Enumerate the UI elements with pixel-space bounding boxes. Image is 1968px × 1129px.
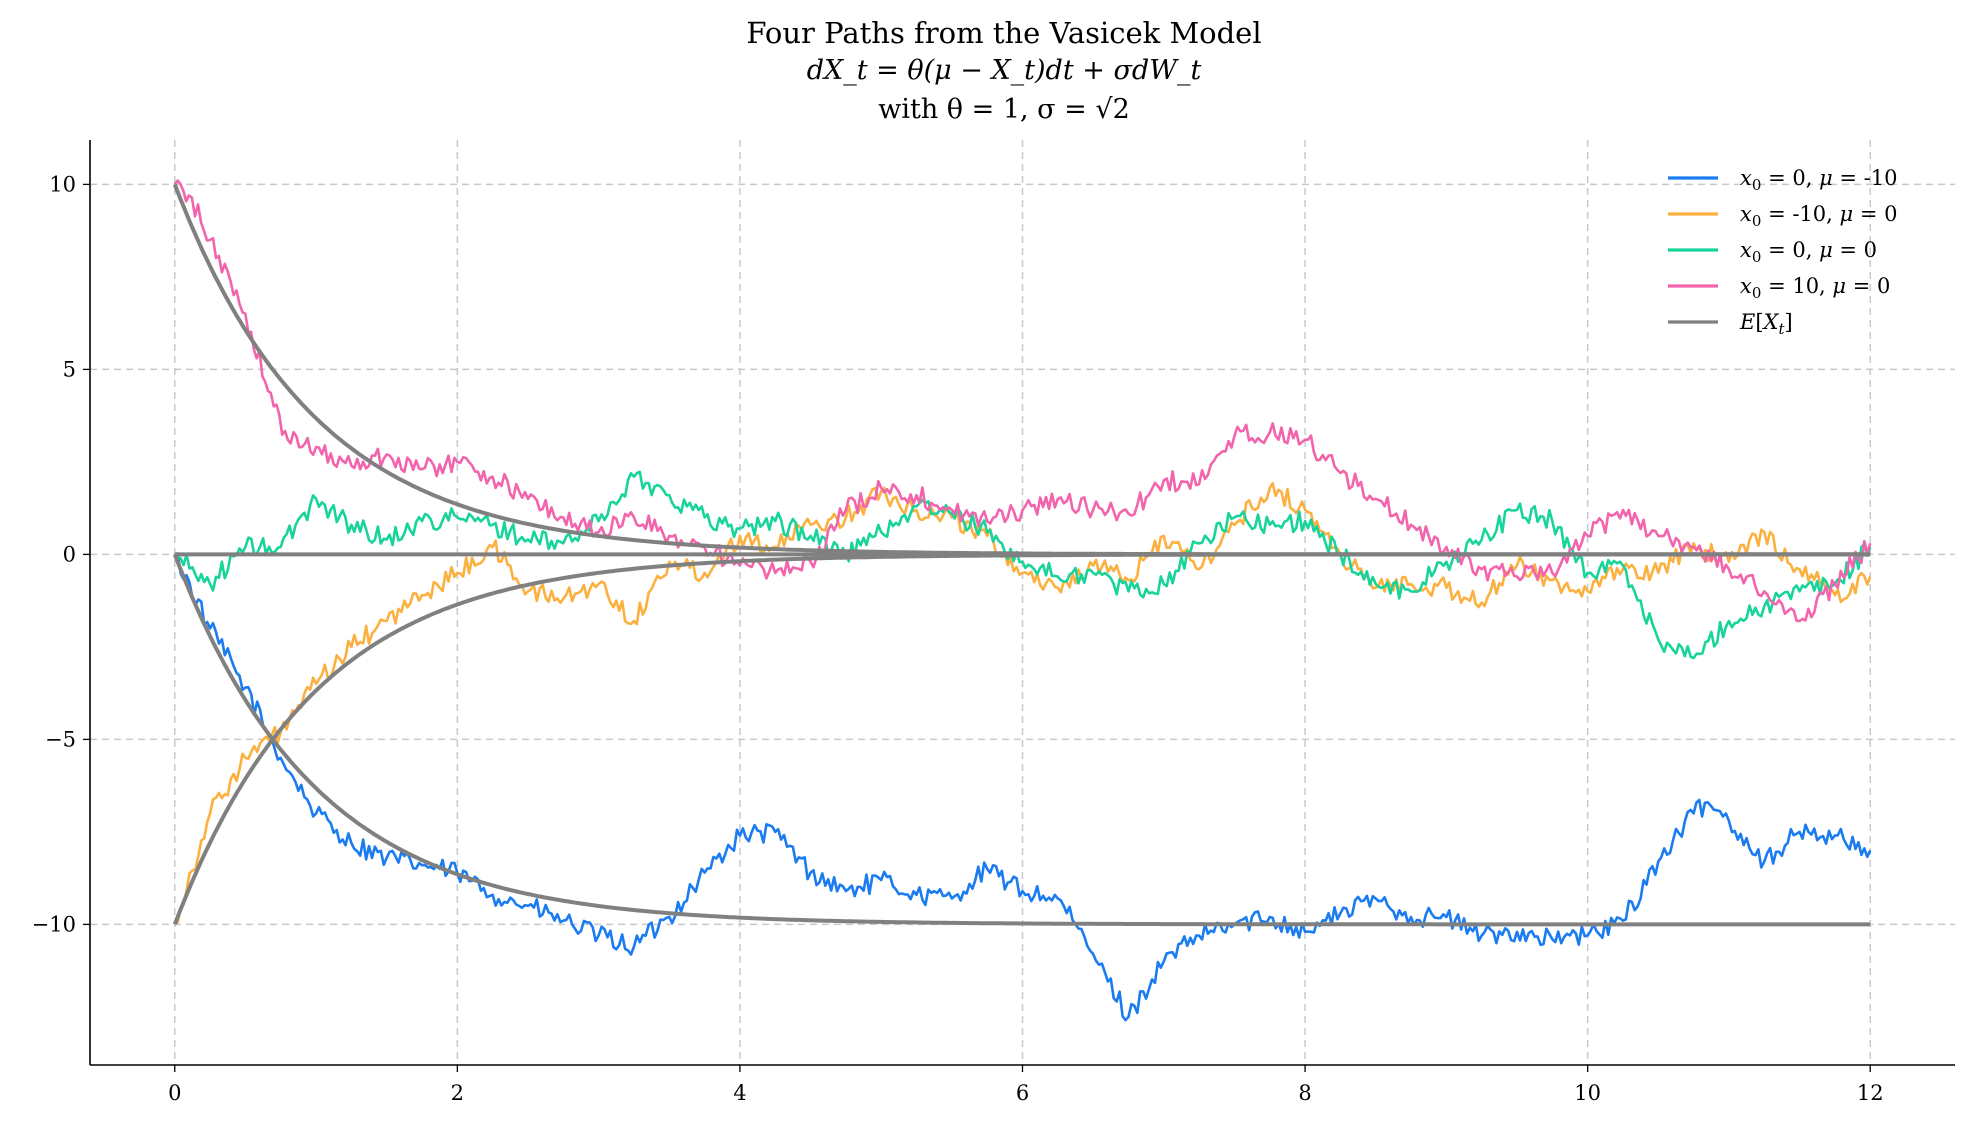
legend-label-4: x0 = 10, μ = 0 (1740, 274, 1890, 302)
legend: x0 = 0, μ = -10 x0 = -10, μ = 0 x0 = 0, μ … (1668, 166, 1897, 338)
legend-label-5: E[Xt] (1739, 310, 1793, 338)
series-path-3 (173, 470, 1872, 660)
x-tick-label: 8 (1298, 1081, 1311, 1105)
series-path-2 (173, 482, 1872, 926)
y-tick-label: −10 (32, 912, 76, 936)
legend-label-2: x0 = -10, μ = 0 (1740, 202, 1897, 230)
expectation-curve-4 (172, 183, 1871, 557)
y-tick-label: 0 (63, 542, 76, 566)
series-lines (172, 179, 1872, 1022)
expectation-curve-1 (172, 553, 1871, 927)
x-tick-label: 2 (451, 1081, 464, 1105)
x-tick-label: 0 (168, 1081, 181, 1105)
x-tick-label: 10 (1574, 1081, 1601, 1105)
y-tick-label: 10 (49, 172, 76, 196)
x-tick-label: 4 (733, 1081, 746, 1105)
legend-label-1: x0 = 0, μ = -10 (1740, 166, 1897, 194)
series-path-4 (173, 179, 1872, 623)
chart-title-group: Four Paths from the Vasicek Model dX_t =… (746, 16, 1261, 125)
y-tick-label: −5 (45, 727, 76, 751)
chart-title: Four Paths from the Vasicek Model (746, 16, 1261, 50)
legend-label-3: x0 = 0, μ = 0 (1740, 238, 1877, 266)
x-tick-label: 6 (1016, 1081, 1029, 1105)
chart-subtitle-params: with θ = 1, σ = √2 (878, 94, 1130, 125)
x-tick-label: 12 (1857, 1081, 1884, 1105)
tick-labels: 0 2 4 6 8 10 12 −10 −5 0 5 10 (32, 172, 1884, 1105)
y-tick-label: 5 (63, 357, 76, 381)
chart-subtitle-equation: dX_t = θ(μ − X_t)dt + σdW_t (807, 55, 1202, 86)
